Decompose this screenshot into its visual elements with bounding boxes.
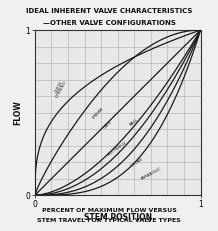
Text: STEM TRAVEL FOR TYPICAL VALVE TYPES: STEM TRAVEL FOR TYPICAL VALVE TYPES (37, 218, 181, 223)
Text: —OTHER VALVE CONFIGURATIONS: —OTHER VALVE CONFIGURATIONS (43, 20, 175, 26)
Text: GLOBE: GLOBE (131, 157, 145, 168)
Text: GATE: GATE (102, 119, 113, 129)
Y-axis label: FLOW: FLOW (13, 100, 22, 125)
Text: IDEAL INHERENT VALVE CHARACTERISTICS: IDEAL INHERENT VALVE CHARACTERISTICS (26, 8, 192, 14)
Text: PARABOLIC: PARABOLIC (140, 167, 162, 181)
Text: BUTTERFLY: BUTTERFLY (107, 141, 128, 157)
Text: LINEAR: LINEAR (91, 106, 104, 119)
Text: PERCENT OF MAXIMUM FLOW VERSUS: PERCENT OF MAXIMUM FLOW VERSUS (42, 208, 176, 213)
Text: QUICK
OPENING: QUICK OPENING (52, 78, 68, 98)
X-axis label: STEM POSITION: STEM POSITION (84, 213, 152, 222)
Text: BALL: BALL (129, 118, 140, 127)
